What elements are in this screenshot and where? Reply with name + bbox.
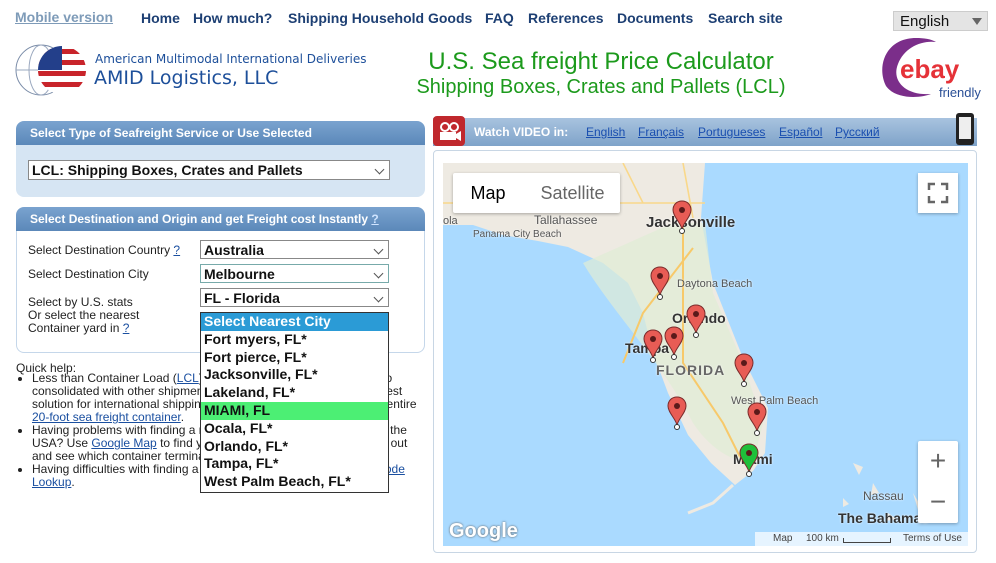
terms-link[interactable]: Terms of Use <box>903 533 962 544</box>
nav-link[interactable]: References <box>528 10 604 26</box>
company-name: AMID Logistics, LLC <box>94 67 279 89</box>
dropdown-option[interactable]: Fort pierce, FL* <box>204 348 307 365</box>
map-pin[interactable] <box>734 353 754 387</box>
scale-label: 100 km <box>806 533 839 544</box>
nav-link[interactable]: Shipping Household Goods <box>288 10 473 26</box>
dropdown-option[interactable]: Ocala, FL* <box>204 419 273 436</box>
dropdown-option[interactable]: MIAMI, FL <box>201 401 388 420</box>
tagline: American Multimodal International Delive… <box>95 52 367 66</box>
city-select[interactable]: Melbourne <box>200 264 389 283</box>
help-link[interactable]: ? <box>122 321 130 335</box>
help-link[interactable]: LCL <box>176 371 199 385</box>
map-pin[interactable] <box>667 396 687 430</box>
video-language-link[interactable]: Portugueses <box>698 125 766 139</box>
state-label: Select by U.S. stats <box>28 295 133 309</box>
yard-label: Or select the nearest Container yard in … <box>28 309 148 335</box>
map-label: The Bahamas <box>838 510 930 526</box>
nav-link[interactable]: Home <box>141 10 180 26</box>
dropdown-option[interactable]: Fort myers, FL* <box>204 330 307 347</box>
map-label: FLORIDA <box>656 362 726 378</box>
help-text: Less than Container Load ( <box>32 371 177 385</box>
ebay-wordmark: ebay <box>900 54 960 84</box>
nav-link[interactable]: How much? <box>193 10 273 26</box>
city-label: Select Destination City <box>28 267 149 281</box>
city-dropdown: Select Nearest City Fort myers, FL* Fort p… <box>200 312 389 493</box>
map-button[interactable]: Map <box>470 183 506 203</box>
google-logo: Google <box>449 520 518 542</box>
video-icon <box>433 116 465 146</box>
fullscreen-button[interactable] <box>918 173 958 213</box>
map-pin[interactable] <box>643 329 663 363</box>
video-label: Watch VIDEO in: <box>474 125 569 139</box>
zoom-control <box>918 441 958 523</box>
dropdown-option[interactable]: West Palm Beach, FL* <box>204 473 351 490</box>
state-select[interactable]: FL - Florida <box>200 288 389 307</box>
nav-link[interactable]: FAQ <box>485 10 514 26</box>
video-language-link[interactable]: Русский <box>835 125 880 139</box>
video-language-link[interactable]: English <box>586 125 626 139</box>
page-title: U.S. Sea freight Price Calculator <box>428 48 774 75</box>
service-select[interactable]: LCL: Shipping Boxes, Crates and Pallets <box>28 160 390 180</box>
dropdown-option[interactable]: Lakeland, FL* <box>204 384 296 401</box>
page-subtitle: Shipping Boxes, Crates and Pallets (LCL) <box>416 76 786 98</box>
ebay-badge: friendly <box>939 85 981 100</box>
map-pin[interactable] <box>747 402 767 436</box>
language: English <box>900 13 950 30</box>
footer-map: Map <box>773 533 793 544</box>
heading: Select Destination and Origin and get Fr… <box>30 212 369 226</box>
quick-help-heading: Quick help: <box>16 361 77 375</box>
help-link[interactable]: ? <box>371 212 379 226</box>
help-link[interactable]: ? <box>173 243 181 257</box>
scale-bar <box>843 538 891 543</box>
destination-panel-heading: Select Destination and Origin and get Fr… <box>16 207 425 231</box>
satellite-button[interactable]: Satellite <box>540 183 605 203</box>
map-label: Nassau <box>863 489 904 503</box>
caret <box>972 18 982 25</box>
map[interactable]: ola Tallahassee Panama City Beach Jacksonvi… <box>443 163 968 546</box>
dropdown-option[interactable]: Jacksonville, FL* <box>204 366 318 383</box>
label: Or select the nearest Container yard in <box>28 308 140 335</box>
video-language-link[interactable]: Español <box>779 125 823 139</box>
map-label: Jacksonville <box>646 214 736 231</box>
map-label: ola <box>443 215 458 227</box>
map-footer <box>755 532 968 546</box>
logo-globe <box>15 44 86 96</box>
ebay-logo: ebay friendly <box>882 38 981 100</box>
dropdown-option[interactable]: Select Nearest City <box>201 313 388 331</box>
service-panel-heading: Select Type of Seafreight Service or Use… <box>16 121 425 145</box>
zoom-in[interactable]: + <box>929 445 947 476</box>
map-label: Tallahassee <box>534 213 598 227</box>
map-pin[interactable] <box>650 266 670 300</box>
map-label: Panama City Beach <box>473 229 562 240</box>
country-label: Select Destination Country ? <box>28 243 180 257</box>
map-frame <box>433 150 977 553</box>
video-language-link[interactable]: Français <box>638 125 685 139</box>
dropdown-option[interactable]: Orlando, FL* <box>204 437 288 454</box>
nav-link[interactable]: Search site <box>708 10 783 26</box>
map-pin[interactable] <box>739 443 759 477</box>
label: Select Destination Country <box>28 243 171 257</box>
mobile-version-link[interactable]: Mobile version <box>15 9 114 25</box>
country-select[interactable]: Australia <box>200 240 389 259</box>
map-label: Daytona Beach <box>677 278 753 290</box>
map-type-control <box>453 173 620 213</box>
mobile-icon <box>956 113 974 145</box>
map-pin[interactable] <box>664 326 684 360</box>
video-bar <box>433 118 977 146</box>
map-label: West Palm Beach <box>731 395 819 407</box>
nav-link[interactable]: Documents <box>617 10 694 26</box>
map-pin[interactable] <box>672 200 692 234</box>
language-select[interactable]: English <box>893 11 988 31</box>
help-text: . <box>71 475 75 489</box>
help-link[interactable]: 20-foot sea freight container <box>32 410 181 424</box>
zoom-out[interactable]: − <box>929 486 947 517</box>
dropdown-option[interactable]: Tampa, FL* <box>204 455 279 472</box>
help-link[interactable]: Google Map <box>91 436 157 450</box>
help-text: . <box>180 410 185 424</box>
map-pin[interactable] <box>686 304 706 338</box>
